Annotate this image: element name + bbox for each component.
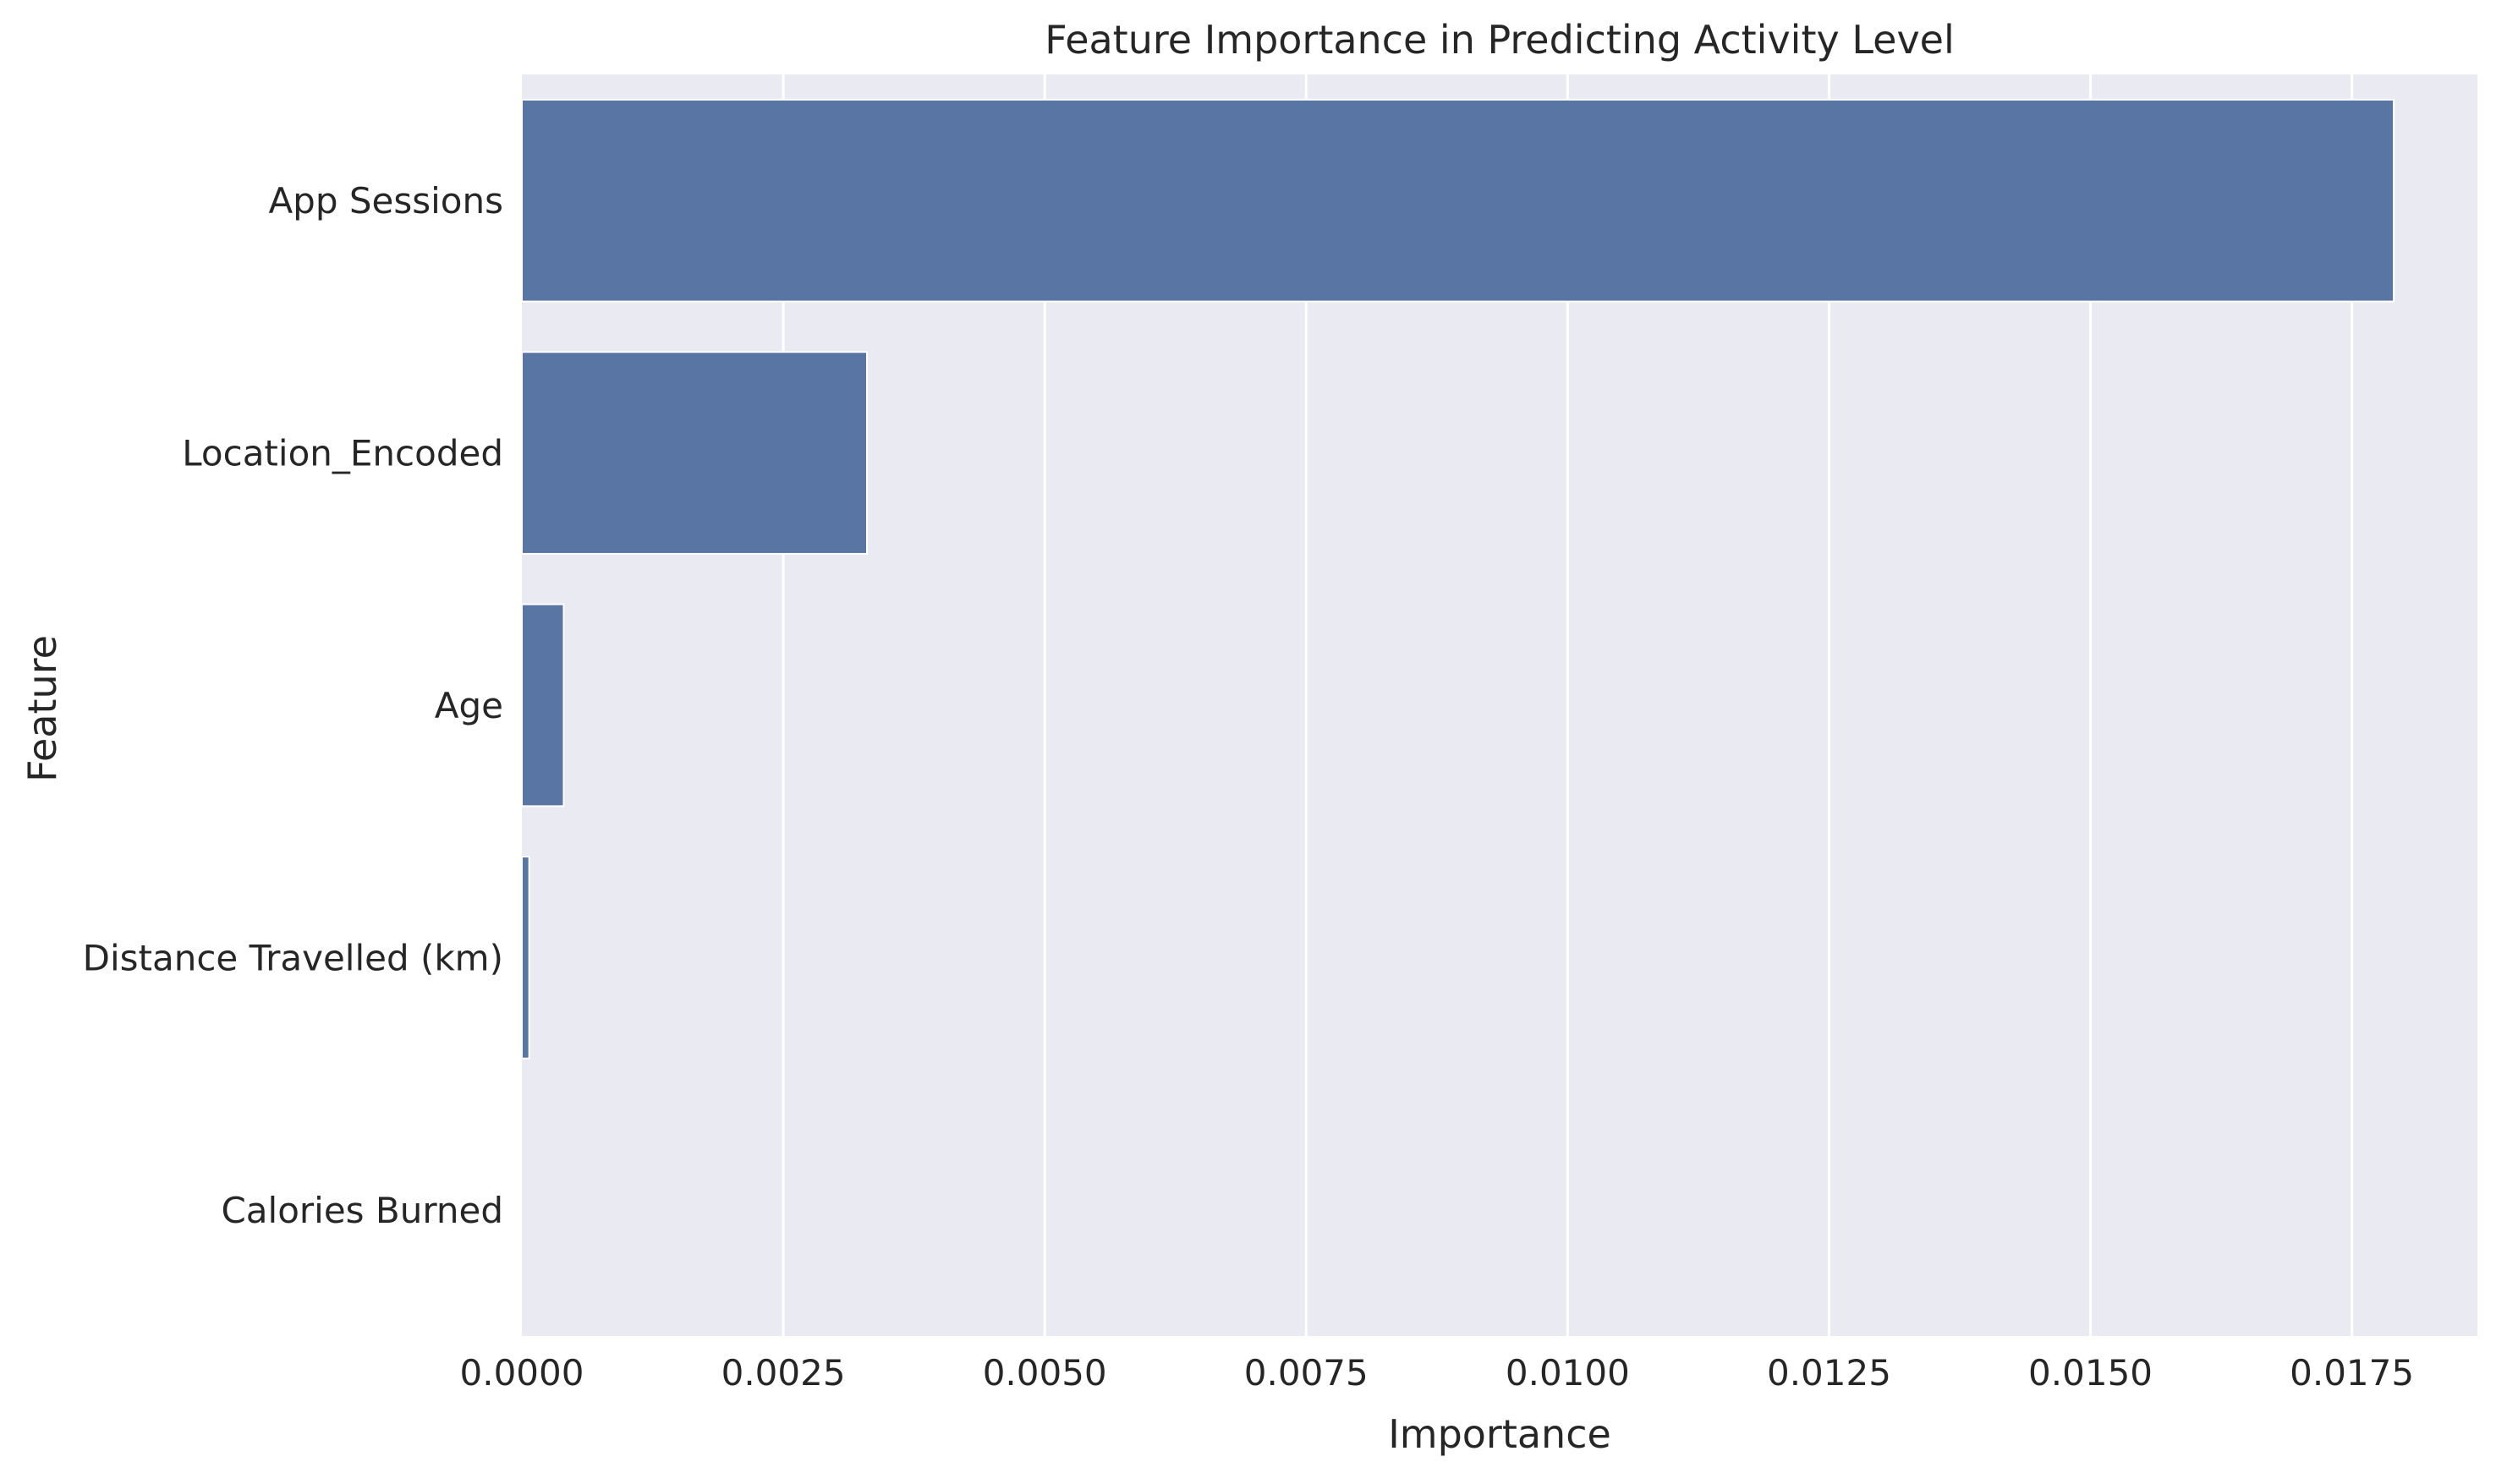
x-axis-label: Importance — [1388, 1411, 1611, 1457]
x-tick-label: 0.0000 — [460, 1352, 584, 1394]
x-tick-labels: 0.0000 0.0025 0.0050 0.0075 0.0100 0.0125 0.01… — [460, 1352, 2415, 1394]
bar-distance-travelled-km — [521, 856, 530, 1060]
bar-app-sessions — [521, 98, 2395, 303]
y-tick-label: Distance Travelled (km) — [83, 937, 503, 978]
y-tick-label: Calories Burned — [221, 1190, 503, 1231]
x-tick-label: 0.0175 — [2290, 1352, 2414, 1394]
bars — [521, 98, 2395, 1060]
y-tick-label: App Sessions — [268, 180, 503, 222]
x-tick-label: 0.0050 — [983, 1352, 1107, 1394]
x-tick-label: 0.0075 — [1244, 1352, 1369, 1394]
x-tick-label: 0.0100 — [1506, 1352, 1630, 1394]
bar-location-encoded — [521, 351, 868, 555]
y-tick-labels: App Sessions Location_Encoded Age Distance … — [83, 180, 503, 1231]
y-tick-label: Location_Encoded — [182, 433, 503, 474]
y-tick-label: Age — [435, 685, 503, 726]
bar-age — [521, 603, 565, 808]
y-axis-label: Feature — [19, 635, 65, 782]
x-tick-label: 0.0150 — [2028, 1352, 2153, 1394]
x-tick-label: 0.0125 — [1767, 1352, 1891, 1394]
chart-title: Feature Importance in Predicting Activit… — [1045, 17, 1955, 63]
x-tick-label: 0.0025 — [721, 1352, 846, 1394]
